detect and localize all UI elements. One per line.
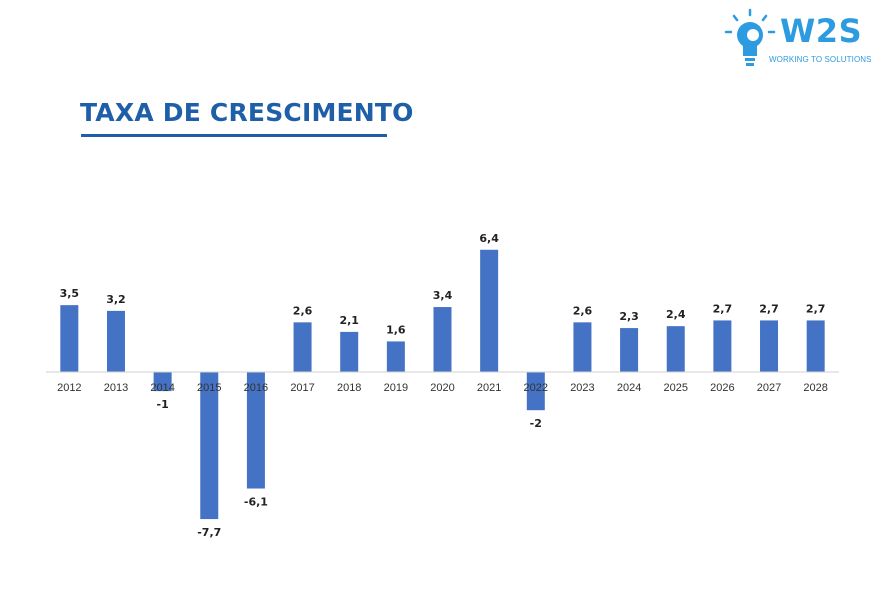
bar-2020 xyxy=(433,307,452,372)
data-label: -2 xyxy=(530,417,542,430)
x-tick-label: 2017 xyxy=(290,382,314,394)
x-tick-label: 2012 xyxy=(57,382,81,394)
w2s-logo: W2S WORKING TO SOLUTIONS xyxy=(722,8,882,70)
title-underline xyxy=(81,134,387,137)
data-label: 2,7 xyxy=(713,302,733,315)
x-tick-label: 2020 xyxy=(430,382,454,394)
bar-2022 xyxy=(526,372,545,411)
data-label: -6,1 xyxy=(244,496,268,509)
data-label: 3,4 xyxy=(433,289,453,302)
bar-2017 xyxy=(293,322,312,372)
data-label: 3,5 xyxy=(60,287,80,300)
logo-tagline: WORKING TO SOLUTIONS xyxy=(769,55,872,64)
x-tick-label: 2018 xyxy=(337,382,361,394)
data-label: -7,7 xyxy=(197,526,221,539)
data-label: -1 xyxy=(157,398,169,411)
lightbulb-gear-icon xyxy=(724,8,776,66)
x-tick-label: 2019 xyxy=(384,382,408,394)
data-label: 3,2 xyxy=(106,293,126,306)
bar-2023 xyxy=(573,322,592,372)
data-label: 2,4 xyxy=(666,308,686,321)
bar-2019 xyxy=(386,341,405,372)
x-tick-label: 2025 xyxy=(663,382,687,394)
data-label: 2,1 xyxy=(339,314,359,327)
x-tick-label: 2015 xyxy=(197,382,221,394)
x-tick-label: 2013 xyxy=(104,382,128,394)
bar-2027 xyxy=(760,320,779,372)
x-tick-label: 2023 xyxy=(570,382,594,394)
data-label: 2,3 xyxy=(619,310,639,323)
data-label: 1,6 xyxy=(386,323,406,336)
x-tick-label: 2016 xyxy=(244,382,268,394)
x-tick-label: 2028 xyxy=(803,382,827,394)
data-label: 2,7 xyxy=(806,302,826,315)
data-label: 6,4 xyxy=(479,232,499,245)
bar-2014 xyxy=(153,372,172,392)
x-tick-label: 2014 xyxy=(150,382,174,394)
data-label: 2,6 xyxy=(573,304,593,317)
bar-2018 xyxy=(340,331,359,372)
bar-2028 xyxy=(806,320,825,372)
bar-2026 xyxy=(713,320,732,372)
x-tick-label: 2024 xyxy=(617,382,641,394)
bar-2012 xyxy=(60,305,79,372)
x-tick-label: 2022 xyxy=(524,382,548,394)
logo-wordmark: W2S xyxy=(780,12,863,50)
bar-2016 xyxy=(246,372,265,489)
x-tick-label: 2021 xyxy=(477,382,501,394)
data-label: 2,7 xyxy=(759,302,779,315)
x-tick-label: 2026 xyxy=(710,382,734,394)
bar-2025 xyxy=(666,326,685,372)
bar-2021 xyxy=(480,249,499,372)
bar-2024 xyxy=(620,328,639,372)
bar-2013 xyxy=(106,310,125,372)
page-title: TAXA DE CRESCIMENTO xyxy=(80,98,414,127)
bar-2015 xyxy=(200,372,219,520)
data-label: 2,6 xyxy=(293,304,313,317)
x-tick-label: 2027 xyxy=(757,382,781,394)
